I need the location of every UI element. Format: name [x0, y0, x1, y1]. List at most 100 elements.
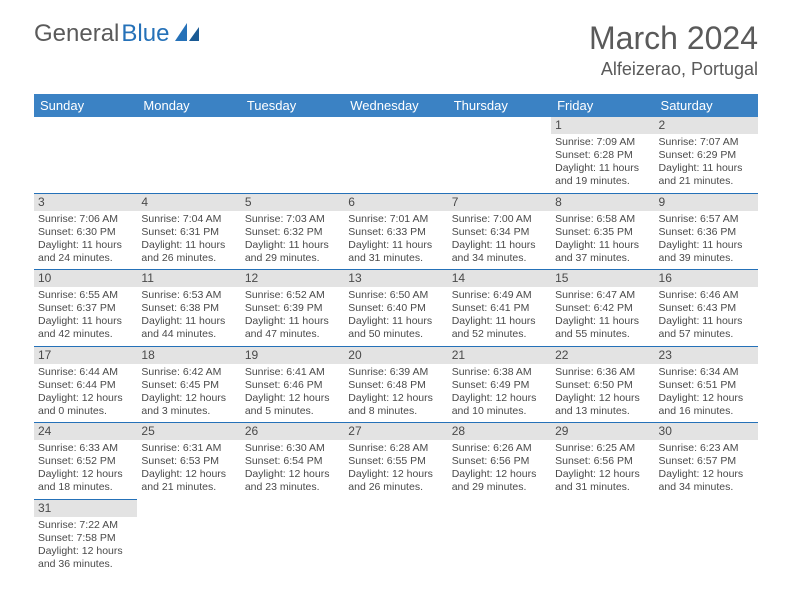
weekday-header: Monday — [137, 94, 240, 117]
day-number: 18 — [137, 347, 240, 364]
daylight-line1: Daylight: 11 hours — [659, 162, 754, 175]
daylight-line2: and 52 minutes. — [452, 328, 547, 341]
header: General Blue March 2024 Alfeizerao, Port… — [0, 0, 792, 88]
sunset-line: Sunset: 6:43 PM — [659, 302, 754, 315]
day-number: 27 — [344, 423, 447, 440]
daylight-line2: and 10 minutes. — [452, 405, 547, 418]
day-number: 20 — [344, 347, 447, 364]
day-number: 17 — [34, 347, 137, 364]
sunset-line: Sunset: 6:44 PM — [38, 379, 133, 392]
day-number: 10 — [34, 270, 137, 287]
calendar-cell — [551, 499, 654, 575]
calendar-cell: 27 Sunrise: 6:28 AMSunset: 6:55 PMDayligh… — [344, 423, 447, 500]
calendar-cell: 15Sunrise: 6:47 AMSunset: 6:42 PMDayligh… — [551, 270, 654, 347]
calendar-row: 24Sunrise: 6:33 AMSunset: 6:52 PMDayligh… — [34, 423, 758, 500]
sunset-line: Sunset: 6:46 PM — [245, 379, 340, 392]
daylight-line1: Daylight: 12 hours — [452, 468, 547, 481]
sunrise-line: Sunrise: 7:04 AM — [141, 213, 236, 226]
daylight-line1: Daylight: 11 hours — [555, 239, 650, 252]
calendar-cell: 10Sunrise: 6:55 AMSunset: 6:37 PMDayligh… — [34, 270, 137, 347]
sunrise-line: Sunrise: 7:09 AM — [555, 136, 650, 149]
calendar-row: 1Sunrise: 7:09 AMSunset: 6:28 PMDaylight… — [34, 117, 758, 193]
logo: General Blue — [34, 20, 201, 48]
calendar-cell: 11Sunrise: 6:53 AMSunset: 6:38 PMDayligh… — [137, 270, 240, 347]
sunset-line: Sunset: 6:54 PM — [245, 455, 340, 468]
daylight-line2: and 26 minutes. — [141, 252, 236, 265]
cell-content: Sunrise: 6:49 AMSunset: 6:41 PMDaylight:… — [452, 289, 547, 342]
daylight-line1: Daylight: 12 hours — [245, 468, 340, 481]
daylight-line1: Daylight: 11 hours — [452, 315, 547, 328]
weekday-header: Sunday — [34, 94, 137, 117]
daylight-line1: Daylight: 12 hours — [659, 468, 754, 481]
sunrise-line: Sunrise: 7:06 AM — [38, 213, 133, 226]
day-number: 15 — [551, 270, 654, 287]
calendar-body: 1Sunrise: 7:09 AMSunset: 6:28 PMDaylight… — [34, 117, 758, 575]
day-number: 14 — [448, 270, 551, 287]
daylight-line2: and 42 minutes. — [38, 328, 133, 341]
sunset-line: Sunset: 6:40 PM — [348, 302, 443, 315]
daylight-line1: Daylight: 12 hours — [141, 468, 236, 481]
sunset-line: Sunset: 6:31 PM — [141, 226, 236, 239]
calendar-cell: 5Sunrise: 7:03 AMSunset: 6:32 PMDaylight… — [241, 193, 344, 270]
cell-content: Sunrise: 6:52 AMSunset: 6:39 PMDaylight:… — [245, 289, 340, 342]
sunrise-line: Sunrise: 6:30 AM — [245, 442, 340, 455]
day-number: 26 — [241, 423, 344, 440]
cell-content: Sunrise: 6:42 AMSunset: 6:45 PMDaylight:… — [141, 366, 236, 419]
sunrise-line: Sunrise: 6:57 AM — [659, 213, 754, 226]
daylight-line1: Daylight: 12 hours — [452, 392, 547, 405]
sunrise-line: Sunrise: 7:01 AM — [348, 213, 443, 226]
daylight-line2: and 36 minutes. — [38, 558, 133, 571]
sunset-line: Sunset: 6:56 PM — [555, 455, 650, 468]
daylight-line1: Daylight: 11 hours — [348, 315, 443, 328]
sunset-line: Sunset: 6:35 PM — [555, 226, 650, 239]
daylight-line1: Daylight: 11 hours — [659, 315, 754, 328]
calendar-cell: 24Sunrise: 6:33 AMSunset: 6:52 PMDayligh… — [34, 423, 137, 500]
daylight-line1: Daylight: 11 hours — [348, 239, 443, 252]
calendar-cell: 9Sunrise: 6:57 AMSunset: 6:36 PMDaylight… — [655, 193, 758, 270]
sunrise-line: Sunrise: 6:55 AM — [38, 289, 133, 302]
daylight-line2: and 26 minutes. — [348, 481, 443, 494]
daylight-line2: and 29 minutes. — [245, 252, 340, 265]
calendar-cell: 29Sunrise: 6:25 AMSunset: 6:56 PMDayligh… — [551, 423, 654, 500]
daylight-line2: and 18 minutes. — [38, 481, 133, 494]
day-number: 6 — [344, 194, 447, 211]
sunset-line: Sunset: 6:38 PM — [141, 302, 236, 315]
calendar-cell: 14 Sunrise: 6:49 AMSunset: 6:41 PMDayligh… — [448, 270, 551, 347]
sunrise-line: Sunrise: 6:36 AM — [555, 366, 650, 379]
cell-content: Sunrise: 7:04 AMSunset: 6:31 PMDaylight:… — [141, 213, 236, 266]
sunset-line: Sunset: 6:29 PM — [659, 149, 754, 162]
calendar-cell: 28Sunrise: 6:26 AMSunset: 6:56 PMDayligh… — [448, 423, 551, 500]
weekday-header: Wednesday — [344, 94, 447, 117]
cell-content: Sunrise: 6:38 AMSunset: 6:49 PMDaylight:… — [452, 366, 547, 419]
cell-content: Sunrise: 6:28 AMSunset: 6:55 PMDaylight:… — [348, 442, 443, 495]
sunset-line: Sunset: 7:58 PM — [38, 532, 133, 545]
daylight-line1: Daylight: 11 hours — [38, 239, 133, 252]
sunrise-line: Sunrise: 6:38 AM — [452, 366, 547, 379]
daylight-line2: and 34 minutes. — [659, 481, 754, 494]
daylight-line2: and 34 minutes. — [452, 252, 547, 265]
sail-icon — [173, 21, 201, 48]
daylight-line2: and 13 minutes. — [555, 405, 650, 418]
cell-content: Sunrise: 6:44 AMSunset: 6:44 PMDaylight:… — [38, 366, 133, 419]
sunset-line: Sunset: 6:42 PM — [555, 302, 650, 315]
cell-content: Sunrise: 7:01 AMSunset: 6:33 PMDaylight:… — [348, 213, 443, 266]
sunrise-line: Sunrise: 7:07 AM — [659, 136, 754, 149]
daylight-line2: and 16 minutes. — [659, 405, 754, 418]
day-number: 9 — [655, 194, 758, 211]
calendar-cell — [448, 117, 551, 193]
daylight-line2: and 44 minutes. — [141, 328, 236, 341]
sunset-line: Sunset: 6:45 PM — [141, 379, 236, 392]
calendar-header-row: SundayMondayTuesdayWednesdayThursdayFrid… — [34, 94, 758, 117]
sunrise-line: Sunrise: 6:53 AM — [141, 289, 236, 302]
daylight-line1: Daylight: 12 hours — [348, 468, 443, 481]
calendar-cell: 2 Sunrise: 7:07 AMSunset: 6:29 PMDaylight… — [655, 117, 758, 193]
sunrise-line: Sunrise: 6:49 AM — [452, 289, 547, 302]
day-number: 4 — [137, 194, 240, 211]
calendar-cell: 4 Sunrise: 7:04 AMSunset: 6:31 PMDaylight… — [137, 193, 240, 270]
daylight-line1: Daylight: 11 hours — [555, 162, 650, 175]
daylight-line2: and 57 minutes. — [659, 328, 754, 341]
day-number: 2 — [655, 117, 758, 134]
day-number: 13 — [344, 270, 447, 287]
day-number: 23 — [655, 347, 758, 364]
sunrise-line: Sunrise: 6:47 AM — [555, 289, 650, 302]
